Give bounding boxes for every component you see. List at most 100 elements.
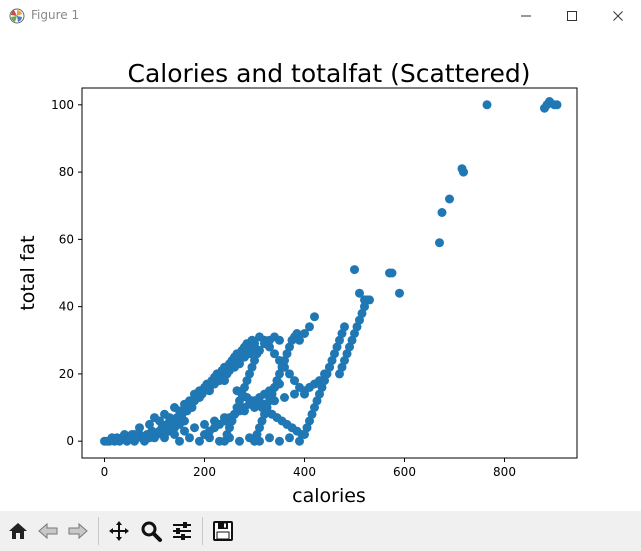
x-tick-label: 200	[193, 465, 216, 479]
back-icon	[38, 522, 58, 540]
x-tick-label: 0	[101, 465, 109, 479]
home-icon	[9, 523, 27, 539]
data-point	[185, 433, 194, 443]
data-point	[459, 167, 468, 177]
data-point	[270, 382, 279, 392]
data-point	[280, 393, 289, 402]
x-tick-label: 800	[493, 465, 516, 479]
forward-button[interactable]	[64, 517, 92, 545]
forward-icon	[68, 522, 88, 540]
data-point	[307, 409, 317, 419]
data-point	[180, 426, 189, 436]
configure-subplots-icon	[173, 522, 191, 540]
y-axis-ticks: 0 20 40 60 80 100	[51, 98, 82, 448]
data-point	[245, 349, 254, 359]
data-point	[300, 430, 309, 439]
data-point	[395, 288, 404, 298]
data-point	[240, 382, 249, 392]
maximize-button[interactable]	[549, 0, 595, 32]
data-point	[265, 433, 274, 443]
data-point	[260, 409, 269, 419]
data-point	[175, 406, 184, 416]
y-tick-label: 100	[51, 98, 74, 112]
data-point	[175, 436, 184, 446]
y-tick-label: 0	[66, 434, 74, 448]
save-button[interactable]	[209, 517, 237, 545]
data-point	[195, 436, 204, 446]
data-point	[270, 349, 279, 359]
close-button[interactable]	[595, 0, 641, 32]
window-title: Figure 1	[31, 8, 80, 22]
x-tick-label: 400	[293, 465, 316, 479]
data-point	[275, 436, 284, 446]
data-point	[230, 409, 239, 419]
data-point	[387, 268, 397, 278]
data-point	[327, 356, 337, 365]
figure-canvas[interactable]: Calories and totalfat (Scattered) 0 200 40…	[0, 32, 641, 511]
data-point	[285, 433, 294, 443]
data-point	[200, 419, 209, 429]
data-point	[250, 356, 259, 365]
maximize-icon	[567, 11, 577, 21]
data-point	[140, 433, 149, 443]
data-point	[210, 379, 219, 389]
data-point	[252, 349, 262, 359]
data-point	[340, 356, 349, 365]
data-point	[552, 100, 562, 110]
data-point	[347, 335, 357, 345]
data-point	[290, 376, 299, 386]
pan-icon	[109, 521, 129, 541]
data-point	[130, 430, 139, 439]
x-axis-label: calories	[292, 485, 366, 507]
x-axis-ticks: 0 200 400 600 800	[101, 458, 516, 479]
y-axis-label: total fat	[17, 235, 39, 310]
data-point	[220, 376, 229, 386]
data-point	[310, 312, 319, 322]
plot-frame	[81, 87, 578, 459]
data-point	[435, 238, 444, 248]
data-point	[305, 322, 314, 332]
title-bar: Figure 1	[0, 0, 641, 32]
y-tick-label: 20	[59, 367, 74, 381]
back-button[interactable]	[34, 517, 62, 545]
data-point	[437, 208, 447, 217]
data-points	[100, 97, 562, 446]
data-point	[300, 329, 309, 338]
data-point	[295, 335, 304, 345]
data-point	[145, 419, 154, 429]
data-point	[280, 356, 289, 365]
data-point	[275, 335, 284, 345]
data-point	[445, 194, 454, 204]
data-point	[195, 393, 204, 402]
zoom-button[interactable]	[137, 517, 165, 545]
data-point	[222, 430, 232, 439]
data-point	[135, 423, 144, 433]
minimize-button[interactable]	[503, 0, 549, 32]
data-point	[292, 329, 302, 338]
y-tick-label: 60	[59, 232, 74, 246]
data-point	[185, 396, 194, 406]
zoom-icon	[141, 521, 162, 542]
data-point	[290, 389, 299, 399]
data-point	[165, 413, 174, 423]
data-point	[357, 308, 367, 318]
y-tick-label: 80	[59, 165, 74, 179]
navigation-toolbar	[0, 511, 641, 551]
configure-subplots-button[interactable]	[168, 517, 196, 545]
x-tick-label: 600	[393, 465, 416, 479]
close-icon	[613, 11, 623, 21]
data-point	[235, 436, 244, 446]
home-button[interactable]	[4, 517, 32, 545]
data-point	[285, 369, 294, 379]
data-point	[252, 430, 262, 439]
matplotlib-logo-icon	[9, 8, 25, 24]
data-point	[482, 100, 492, 110]
data-point	[350, 265, 359, 275]
pan-button[interactable]	[105, 517, 133, 545]
data-point	[160, 433, 169, 443]
data-point	[155, 416, 164, 426]
data-point	[340, 322, 349, 332]
data-point	[170, 430, 179, 439]
data-point	[190, 423, 199, 433]
data-point	[355, 288, 364, 298]
